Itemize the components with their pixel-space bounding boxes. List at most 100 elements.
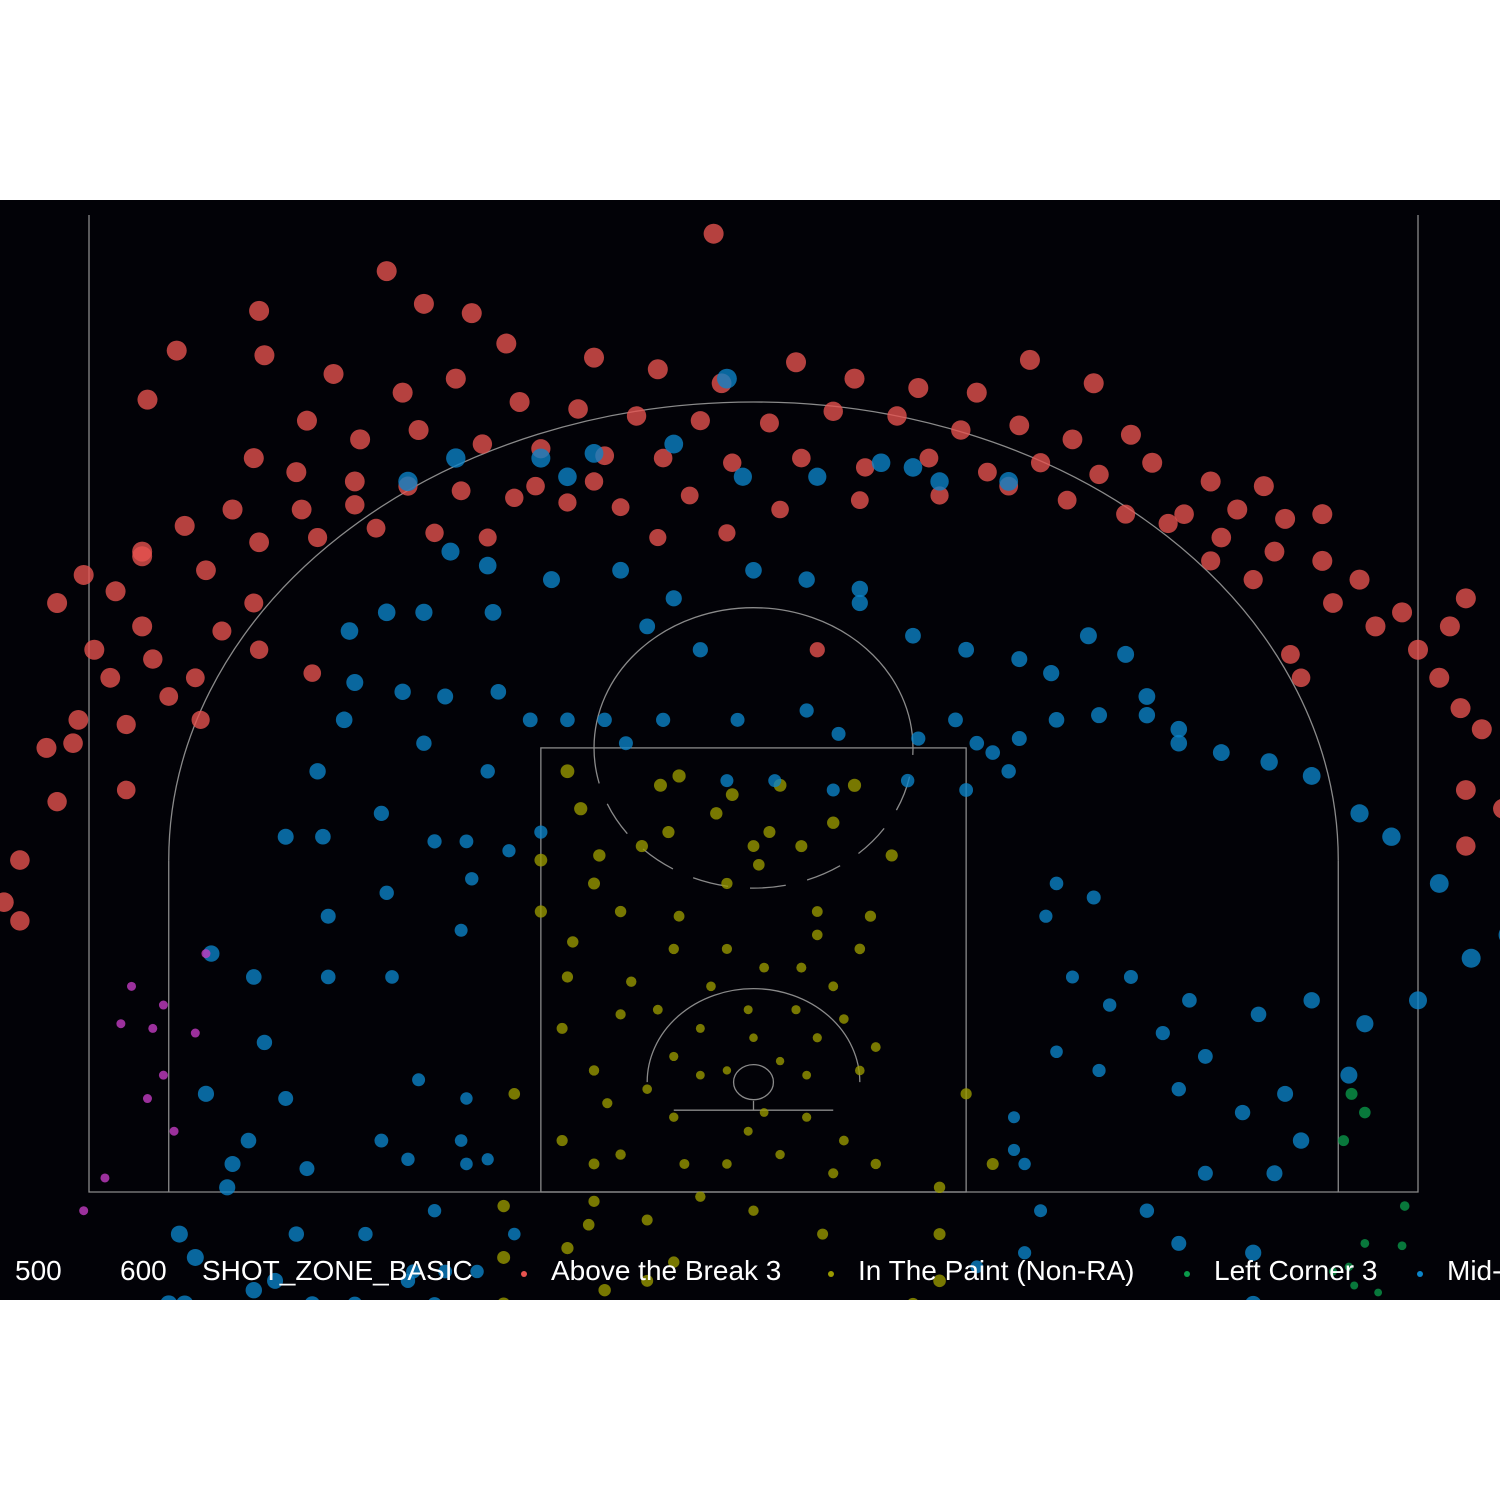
shot-point [870, 1158, 881, 1170]
shot-point [1275, 508, 1296, 529]
shot-point [116, 1019, 126, 1029]
shot-point [497, 1199, 510, 1213]
legend-label-in-the-paint: In The Paint (Non-RA) [858, 1255, 1135, 1286]
shot-point [190, 1028, 200, 1038]
shot-point [933, 1181, 946, 1194]
shot-point [472, 434, 493, 454]
shot-point [690, 411, 710, 431]
shot-point [999, 472, 1019, 491]
shot-point [584, 472, 604, 491]
shot-point [850, 491, 869, 510]
rim [732, 1063, 775, 1101]
shot-point [584, 444, 604, 463]
shot-point [505, 488, 524, 508]
shot-point [795, 840, 808, 853]
shot-point [345, 495, 365, 515]
shot-point [174, 515, 195, 536]
shot-point [723, 453, 742, 472]
shot-point [887, 406, 907, 426]
shot-point [116, 780, 136, 800]
shot-point [978, 462, 997, 482]
shot-point [1018, 1246, 1032, 1260]
shot-point [568, 399, 588, 419]
shot-point [1349, 569, 1370, 590]
shot-point [1138, 706, 1156, 724]
shot-point [127, 981, 137, 991]
shot-point [438, 1264, 453, 1279]
shot-point [105, 581, 126, 602]
shot-point [222, 499, 243, 520]
shot-point [1350, 804, 1369, 823]
shot-point [635, 839, 648, 853]
shot-point [534, 853, 548, 867]
legend-label-mid-range: Mid- [1447, 1255, 1500, 1286]
shot-point [1345, 1087, 1358, 1100]
shot-point [839, 1014, 849, 1024]
shot-point [84, 639, 105, 660]
shot-point [425, 523, 444, 543]
shot-point [966, 382, 987, 403]
shot-point [350, 429, 371, 450]
shot-point [672, 769, 686, 783]
shot-point [427, 1203, 442, 1218]
shot-point [558, 467, 577, 487]
legend-swatch-in-the-paint [828, 1271, 834, 1277]
shot-point [245, 969, 262, 985]
shot-point [303, 664, 322, 682]
shot-point [415, 603, 433, 621]
shot-point [847, 778, 862, 792]
shot-point [186, 1248, 204, 1266]
shot-point [753, 858, 765, 871]
shot-point [851, 594, 868, 612]
shot-point [132, 541, 153, 562]
shot-point [721, 877, 733, 890]
shot-point [838, 1135, 849, 1146]
shot-point [831, 726, 846, 741]
shot-point [582, 1218, 595, 1231]
shot-point [542, 571, 560, 589]
shot-point [775, 1056, 785, 1066]
shot-point [1281, 645, 1300, 664]
shot-point [481, 1153, 494, 1166]
shot-point [497, 1250, 511, 1264]
shot-point [745, 561, 762, 579]
shot-point [1291, 668, 1311, 688]
shot-point [771, 500, 789, 519]
shot-point [809, 642, 825, 658]
chart-panel: 500 600 SHOT_ZONE_BASIC Above the Break … [0, 200, 1500, 1300]
shot-point [574, 802, 588, 816]
shot-point [828, 981, 839, 992]
shot-point [597, 712, 612, 728]
shot-point [296, 410, 317, 431]
shot-point [158, 1070, 168, 1080]
shot-point [639, 618, 656, 635]
restricted-area-arc [646, 988, 861, 1083]
shot-point [1007, 1111, 1020, 1124]
shot-point [905, 627, 921, 644]
shot-point [642, 1084, 652, 1094]
shot-point [908, 1297, 918, 1300]
shot-point [522, 712, 538, 728]
shot-point [451, 481, 471, 501]
shot-point [1079, 627, 1097, 645]
shot-point [1312, 504, 1333, 525]
shot-point [1493, 799, 1500, 819]
shot-point [335, 711, 353, 729]
shot-point [560, 764, 575, 779]
shot-point [1429, 667, 1450, 688]
shot-point [1011, 651, 1028, 668]
shot-point [743, 1005, 753, 1015]
legend-label-left-corner-3: Left Corner 3 [1214, 1255, 1378, 1286]
shot-point [1086, 890, 1101, 905]
shot-point [158, 1000, 168, 1010]
shot-point [1182, 993, 1197, 1008]
shot-point [498, 1297, 509, 1300]
shot-point [588, 877, 601, 890]
shot-point [454, 1134, 468, 1147]
shot-point [855, 458, 875, 477]
shot-point [465, 872, 479, 886]
shot-point [1048, 712, 1065, 728]
shot-point [930, 472, 949, 491]
shot-point [191, 710, 210, 729]
shot-point [68, 709, 89, 730]
